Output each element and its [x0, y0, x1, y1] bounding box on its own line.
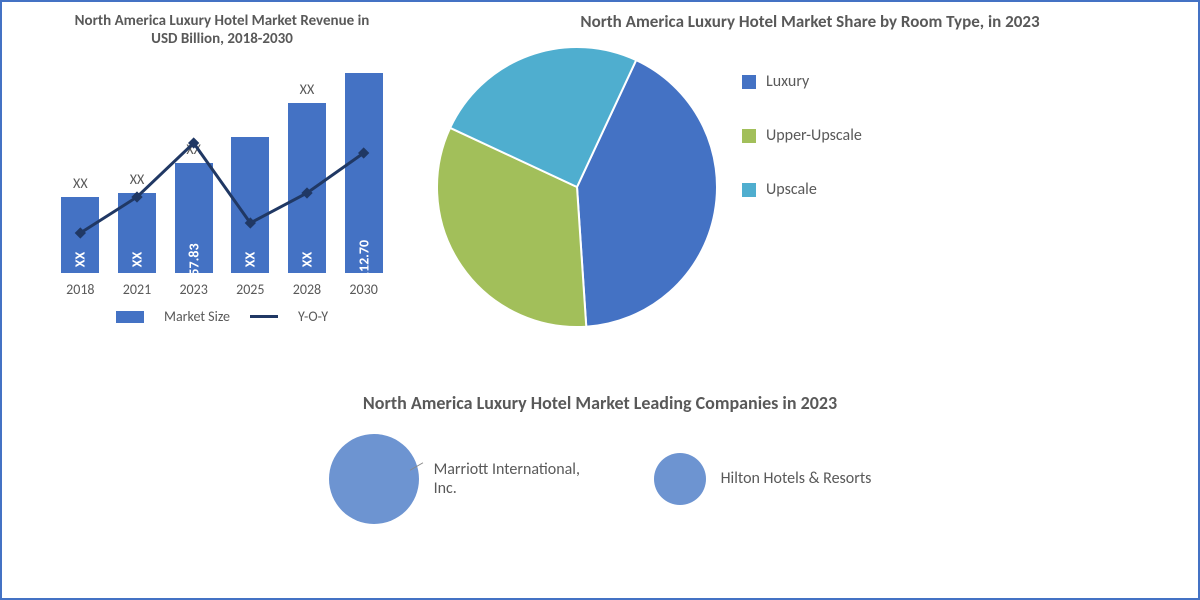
x-tick-label: 2021 — [123, 281, 151, 298]
pie-legend-item: Upper-Upscale — [742, 126, 862, 145]
pie-legend-swatch — [742, 75, 756, 89]
bar-value-label: 57.83 — [185, 243, 202, 275]
top-row: North America Luxury Hotel Market Revenu… — [12, 12, 1188, 382]
pie-chart — [432, 42, 722, 332]
x-tick-label: 2023 — [179, 281, 207, 298]
bar-top-label: XX — [73, 175, 88, 192]
bar-top-label: XX — [300, 81, 315, 98]
pie-legend: Luxury Upper-Upscale Upscale — [742, 72, 862, 199]
bars-container: XXXXXXXXXX57.83XXXXXX112.70 — [52, 73, 392, 273]
bar-wrap: XX57.83 — [169, 163, 219, 273]
bar: XX — [61, 197, 99, 273]
bar-wrap: XXXX — [112, 193, 162, 273]
company-bubbles: Marriott International, Inc. Hilton Hotel… — [329, 434, 872, 524]
bubble-tick — [409, 462, 422, 470]
bar-value-label: XX — [242, 252, 259, 267]
bar-wrap: XXXX — [55, 197, 105, 273]
pie-chart-section: North America Luxury Hotel Market Share … — [432, 12, 1188, 382]
bar-wrap: XXXX — [282, 103, 332, 273]
bar: 57.83 — [175, 163, 213, 273]
bar-wrap: XX — [225, 137, 275, 273]
pie-chart-title: North America Luxury Hotel Market Share … — [432, 12, 1188, 32]
bar-value-label: XX — [72, 252, 89, 267]
bar: XX — [118, 193, 156, 273]
x-tick-label: 2025 — [236, 281, 264, 298]
pie-legend-swatch — [742, 183, 756, 197]
bar-chart-section: North America Luxury Hotel Market Revenu… — [12, 12, 432, 382]
pie-legend-label: Upper-Upscale — [766, 126, 862, 145]
x-tick-label: 2030 — [349, 281, 377, 298]
pie-legend-label: Upscale — [766, 180, 817, 199]
company-bubble — [329, 434, 419, 524]
pie-legend-item: Upscale — [742, 180, 862, 199]
pie-legend-swatch — [742, 129, 756, 143]
bar: XX — [231, 137, 269, 273]
companies-title: North America Luxury Hotel Market Leadin… — [363, 392, 837, 414]
companies-section: North America Luxury Hotel Market Leadin… — [12, 392, 1188, 588]
company-bubble — [654, 453, 706, 505]
pie-legend-label: Luxury — [766, 72, 809, 91]
pie-row: Luxury Upper-Upscale Upscale — [432, 42, 1188, 332]
bar: 112.70 — [345, 73, 383, 273]
bar-value-label: XX — [298, 252, 315, 267]
bar-chart-title: North America Luxury Hotel Market Revenu… — [72, 12, 372, 48]
x-tick-label: 2018 — [66, 281, 94, 298]
bar-wrap: 112.70 — [339, 73, 389, 273]
bar: XX — [288, 103, 326, 273]
company-label: Marriott International, Inc. — [434, 460, 594, 498]
x-tick-label: 2028 — [293, 281, 321, 298]
infographic-container: North America Luxury Hotel Market Revenu… — [2, 2, 1198, 598]
bar-chart-area: XXXXXXXXXX57.83XXXXXX112.70 201820212023… — [32, 53, 412, 313]
bar-value-label: XX — [128, 252, 145, 267]
bar-top-label: XX — [130, 171, 145, 188]
company-label: Hilton Hotels & Resorts — [721, 469, 872, 488]
company-bubble-item: Marriott International, Inc. — [329, 434, 594, 524]
pie-legend-item: Luxury — [742, 72, 862, 91]
bar-top-label: XX — [186, 141, 201, 158]
company-bubble-item: Hilton Hotels & Resorts — [654, 453, 872, 505]
legend-line-swatch — [250, 315, 278, 318]
x-axis-labels: 2018 2021 2023 2025 2028 2030 — [52, 281, 392, 298]
bar-value-label: 112.70 — [355, 240, 372, 279]
